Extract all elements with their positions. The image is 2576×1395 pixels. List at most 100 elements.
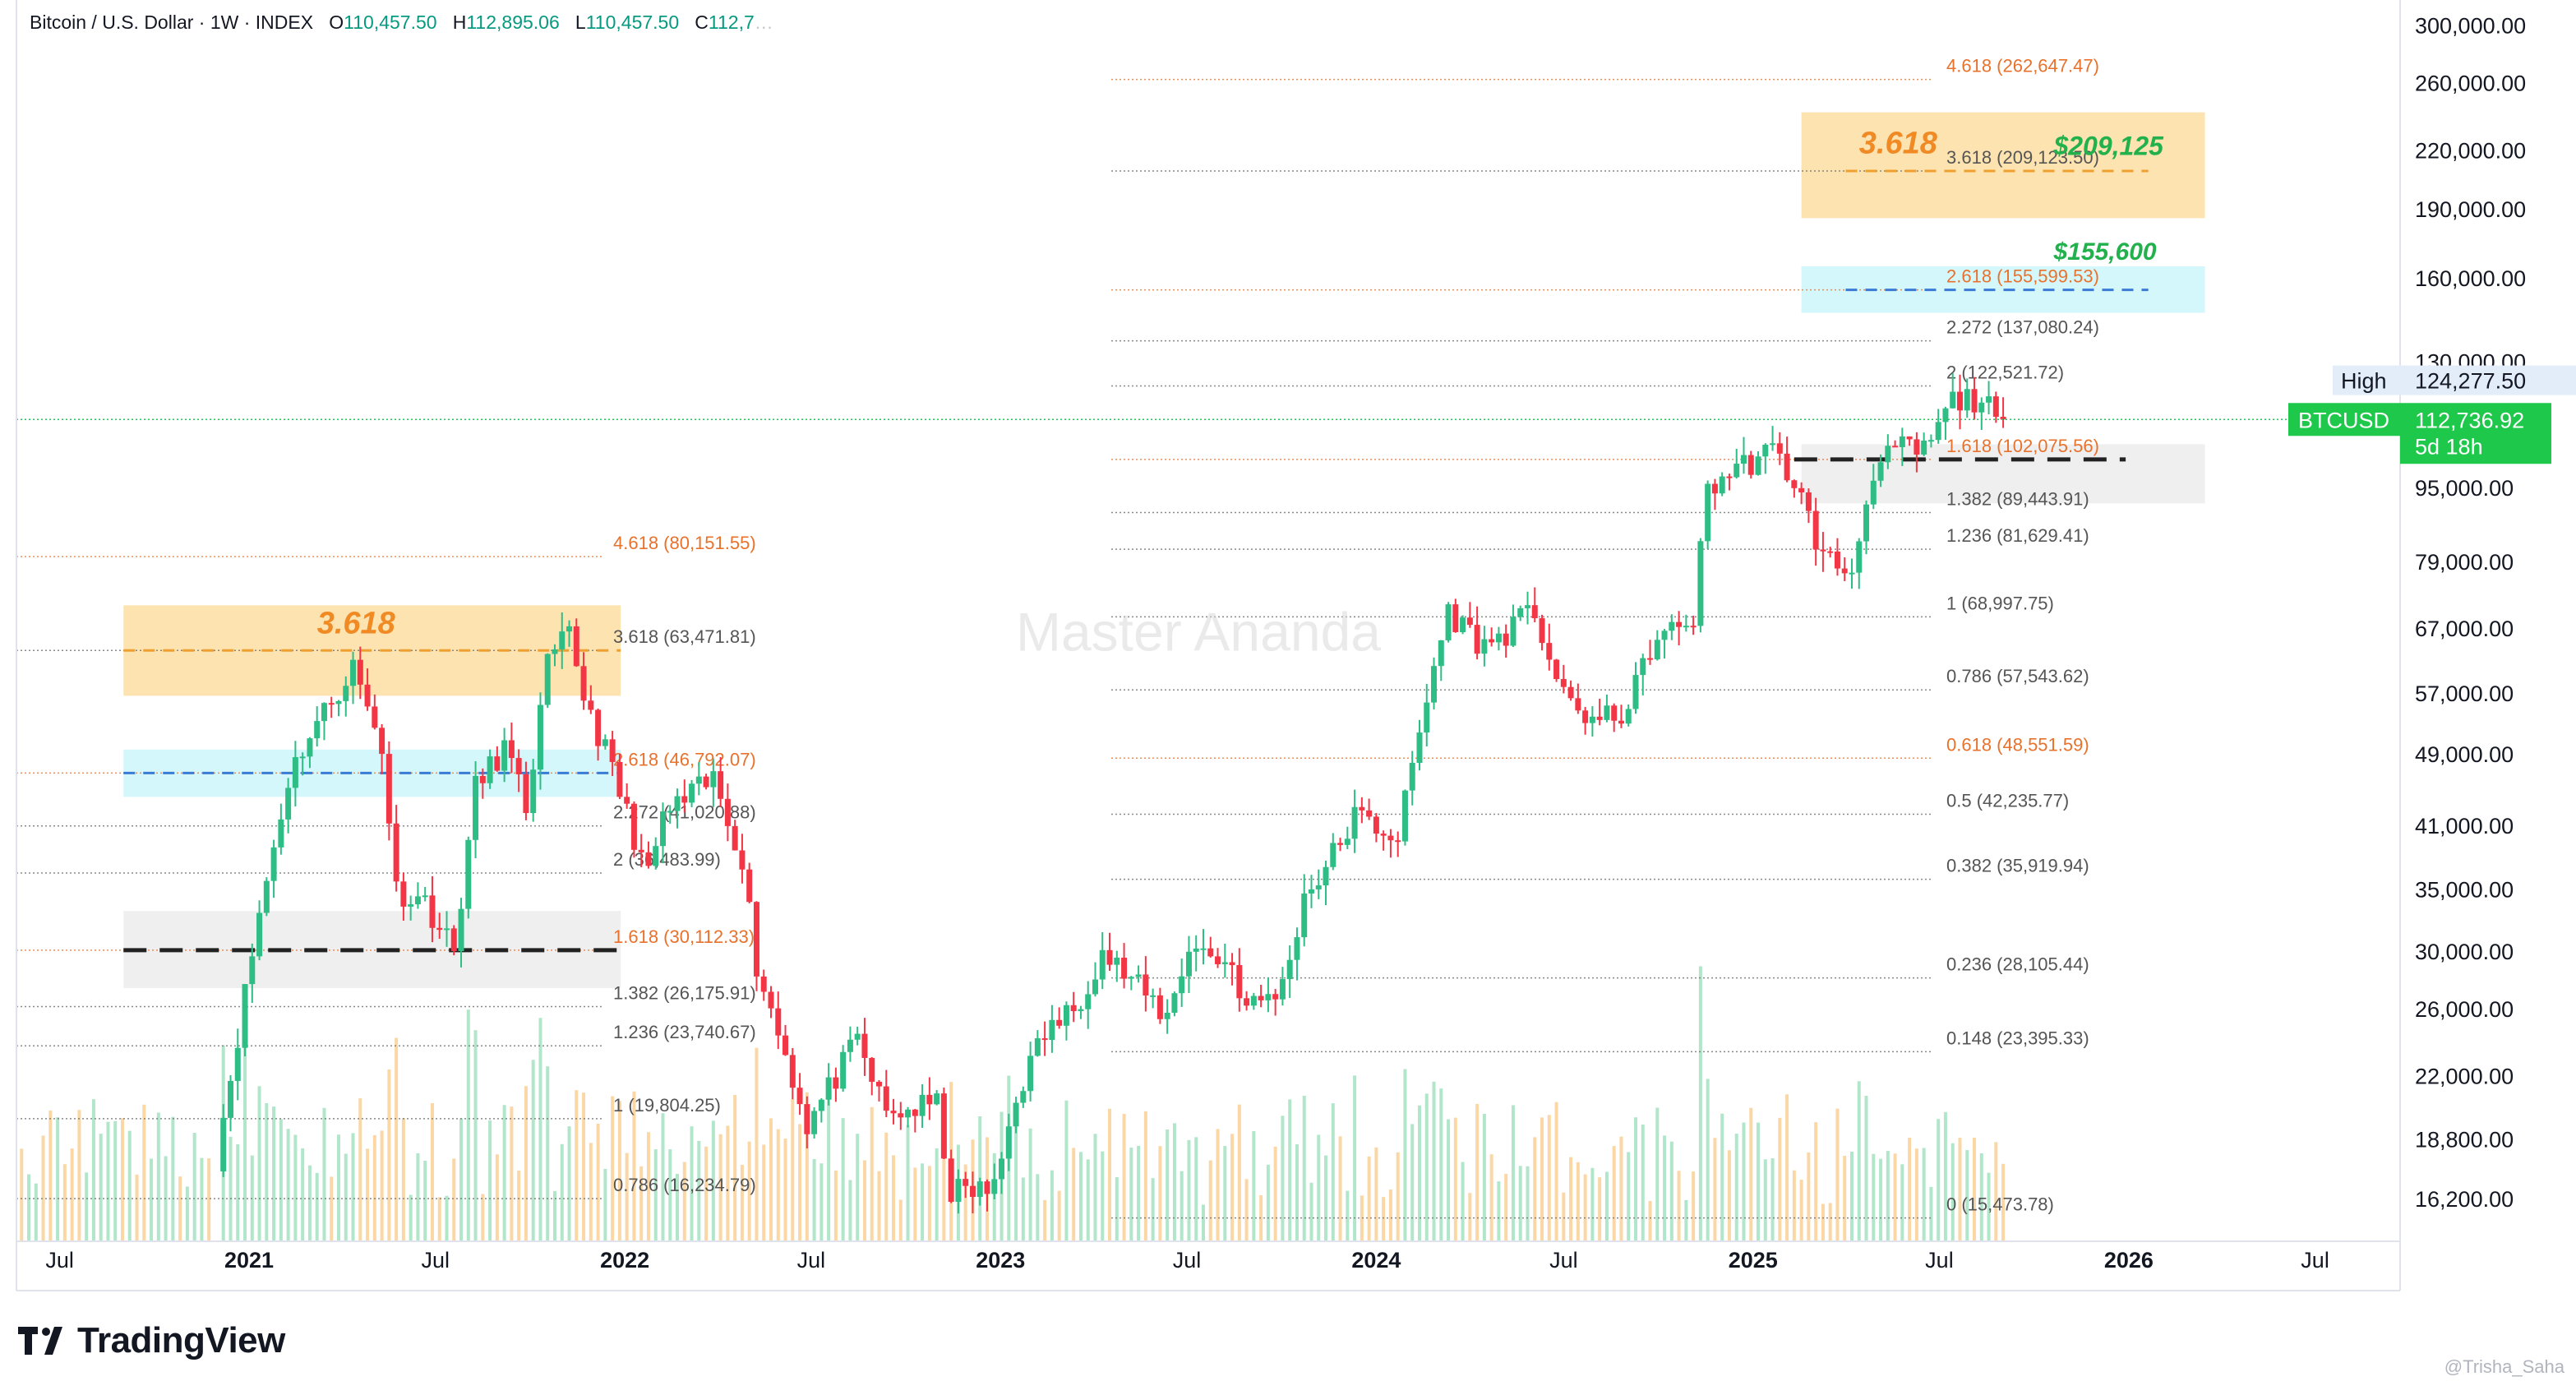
candle-body (1575, 698, 1581, 711)
open-label: O (329, 12, 344, 33)
candle-body (1589, 716, 1595, 723)
volume-bar (942, 1092, 946, 1241)
candle-body (1719, 476, 1725, 494)
volume-bar (495, 1154, 499, 1241)
volume-bar (538, 1018, 542, 1241)
volume-bar (1929, 1186, 1933, 1241)
fib-2025-level-label: 0.786 (57,543.62) (1946, 666, 2089, 686)
volume-bar (481, 1194, 485, 1241)
candle-body (458, 908, 464, 952)
candle-body (681, 796, 688, 803)
volume-bar (1540, 1117, 1544, 1241)
candle-body (544, 654, 551, 705)
time-tick-label: Jul (797, 1248, 826, 1273)
candle-body (1921, 440, 1927, 455)
candle-body (638, 849, 644, 852)
volume-bar (445, 1195, 449, 1241)
axes: 300,000.00 260,000.00 220,000.00 190,000.00… (16, 0, 2576, 1291)
candle-body (1474, 625, 1480, 654)
candle-body (1041, 1038, 1048, 1041)
candle-body (1156, 995, 1163, 1019)
candle-body (1740, 455, 1747, 464)
volume-bar (1064, 1100, 1069, 1241)
price-tick-label: 160,000.00 (2415, 266, 2526, 291)
candle-body (1308, 889, 1314, 894)
candle-body (775, 1008, 782, 1036)
volume-bar (452, 1158, 456, 1241)
volume-bar (892, 1155, 896, 1241)
volume-bar (1424, 1093, 1429, 1241)
candle-body (465, 839, 472, 909)
candle-body (948, 1158, 954, 1202)
candle-body (256, 912, 263, 957)
volume-bar (1367, 1156, 1371, 1241)
candle-body (220, 1117, 227, 1172)
volume-bar (884, 1132, 889, 1241)
volume-bar (1511, 1105, 1515, 1241)
volume-bar (1922, 1148, 1926, 1241)
candle-body (494, 756, 501, 771)
time-tick-label: Jul (45, 1248, 74, 1273)
candle-body (1697, 541, 1704, 626)
volume-bar (1973, 1138, 1977, 1241)
volume-bar (1533, 1137, 1537, 1241)
volume-bar (330, 1176, 334, 1241)
candle-body (1683, 626, 1689, 628)
candle-body (718, 771, 724, 799)
close-value-faded: … (754, 12, 773, 33)
candle-body (523, 774, 529, 814)
time-tick-label: Jul (1173, 1248, 1202, 1273)
candle-body (234, 1047, 241, 1081)
candle-body (1747, 455, 1754, 475)
candle-body (1344, 838, 1350, 845)
candle-body (1424, 702, 1430, 733)
candle-body (602, 739, 608, 746)
volume-bar (1627, 1152, 1631, 1241)
tradingview-brand[interactable]: TradingView (18, 1320, 285, 1361)
candle-body (1906, 436, 1913, 440)
candle-body (1755, 456, 1761, 475)
volume-bar (856, 1134, 860, 1241)
volume-bar (286, 1129, 290, 1241)
volume-bar (120, 1118, 124, 1241)
volume-bar (1137, 1145, 1141, 1241)
candle-body (1986, 396, 1992, 403)
volume-bar (582, 1092, 586, 1241)
volume-bar (1720, 1113, 1724, 1241)
candle-body (1885, 446, 1891, 463)
volume-bar (1619, 1136, 1623, 1241)
volume-bar (1468, 1193, 1472, 1241)
volume-bar (1872, 1153, 1876, 1241)
candle-body (1085, 994, 1092, 1009)
volume-bar (1324, 1155, 1328, 1241)
volume-bar (127, 1130, 132, 1241)
candle-body (926, 1094, 933, 1105)
candle-body (443, 928, 450, 931)
candle-body (1870, 480, 1877, 505)
candle-body (1272, 994, 1279, 1000)
volume-bar (1194, 1137, 1198, 1241)
candle-body (1950, 391, 1956, 409)
time-tick-label: Jul (421, 1248, 450, 1273)
volume-bar (1093, 1134, 1097, 1241)
candle-body (393, 823, 399, 882)
fib-2025-level-label: 0.148 (23,395.33) (1946, 1028, 2089, 1048)
candle-body (1935, 422, 1941, 441)
volume-bar (862, 1160, 866, 1241)
volume-bar (1288, 1099, 1292, 1241)
volume-bar (1799, 1180, 1803, 1241)
high-label: H (452, 12, 467, 33)
candle-body (1070, 1005, 1077, 1011)
volume-bar (1886, 1151, 1890, 1241)
volume-bar (113, 1120, 118, 1241)
candle-body (1373, 816, 1379, 834)
candle-body (508, 740, 515, 759)
candle-body (1820, 549, 1826, 552)
volume-bar (502, 1105, 506, 1241)
volume-bar (1669, 1141, 1673, 1241)
volume-bar (2001, 1163, 2006, 1241)
candle-body (285, 788, 292, 820)
volume-bar (546, 1066, 550, 1241)
candle-body (875, 1081, 882, 1087)
